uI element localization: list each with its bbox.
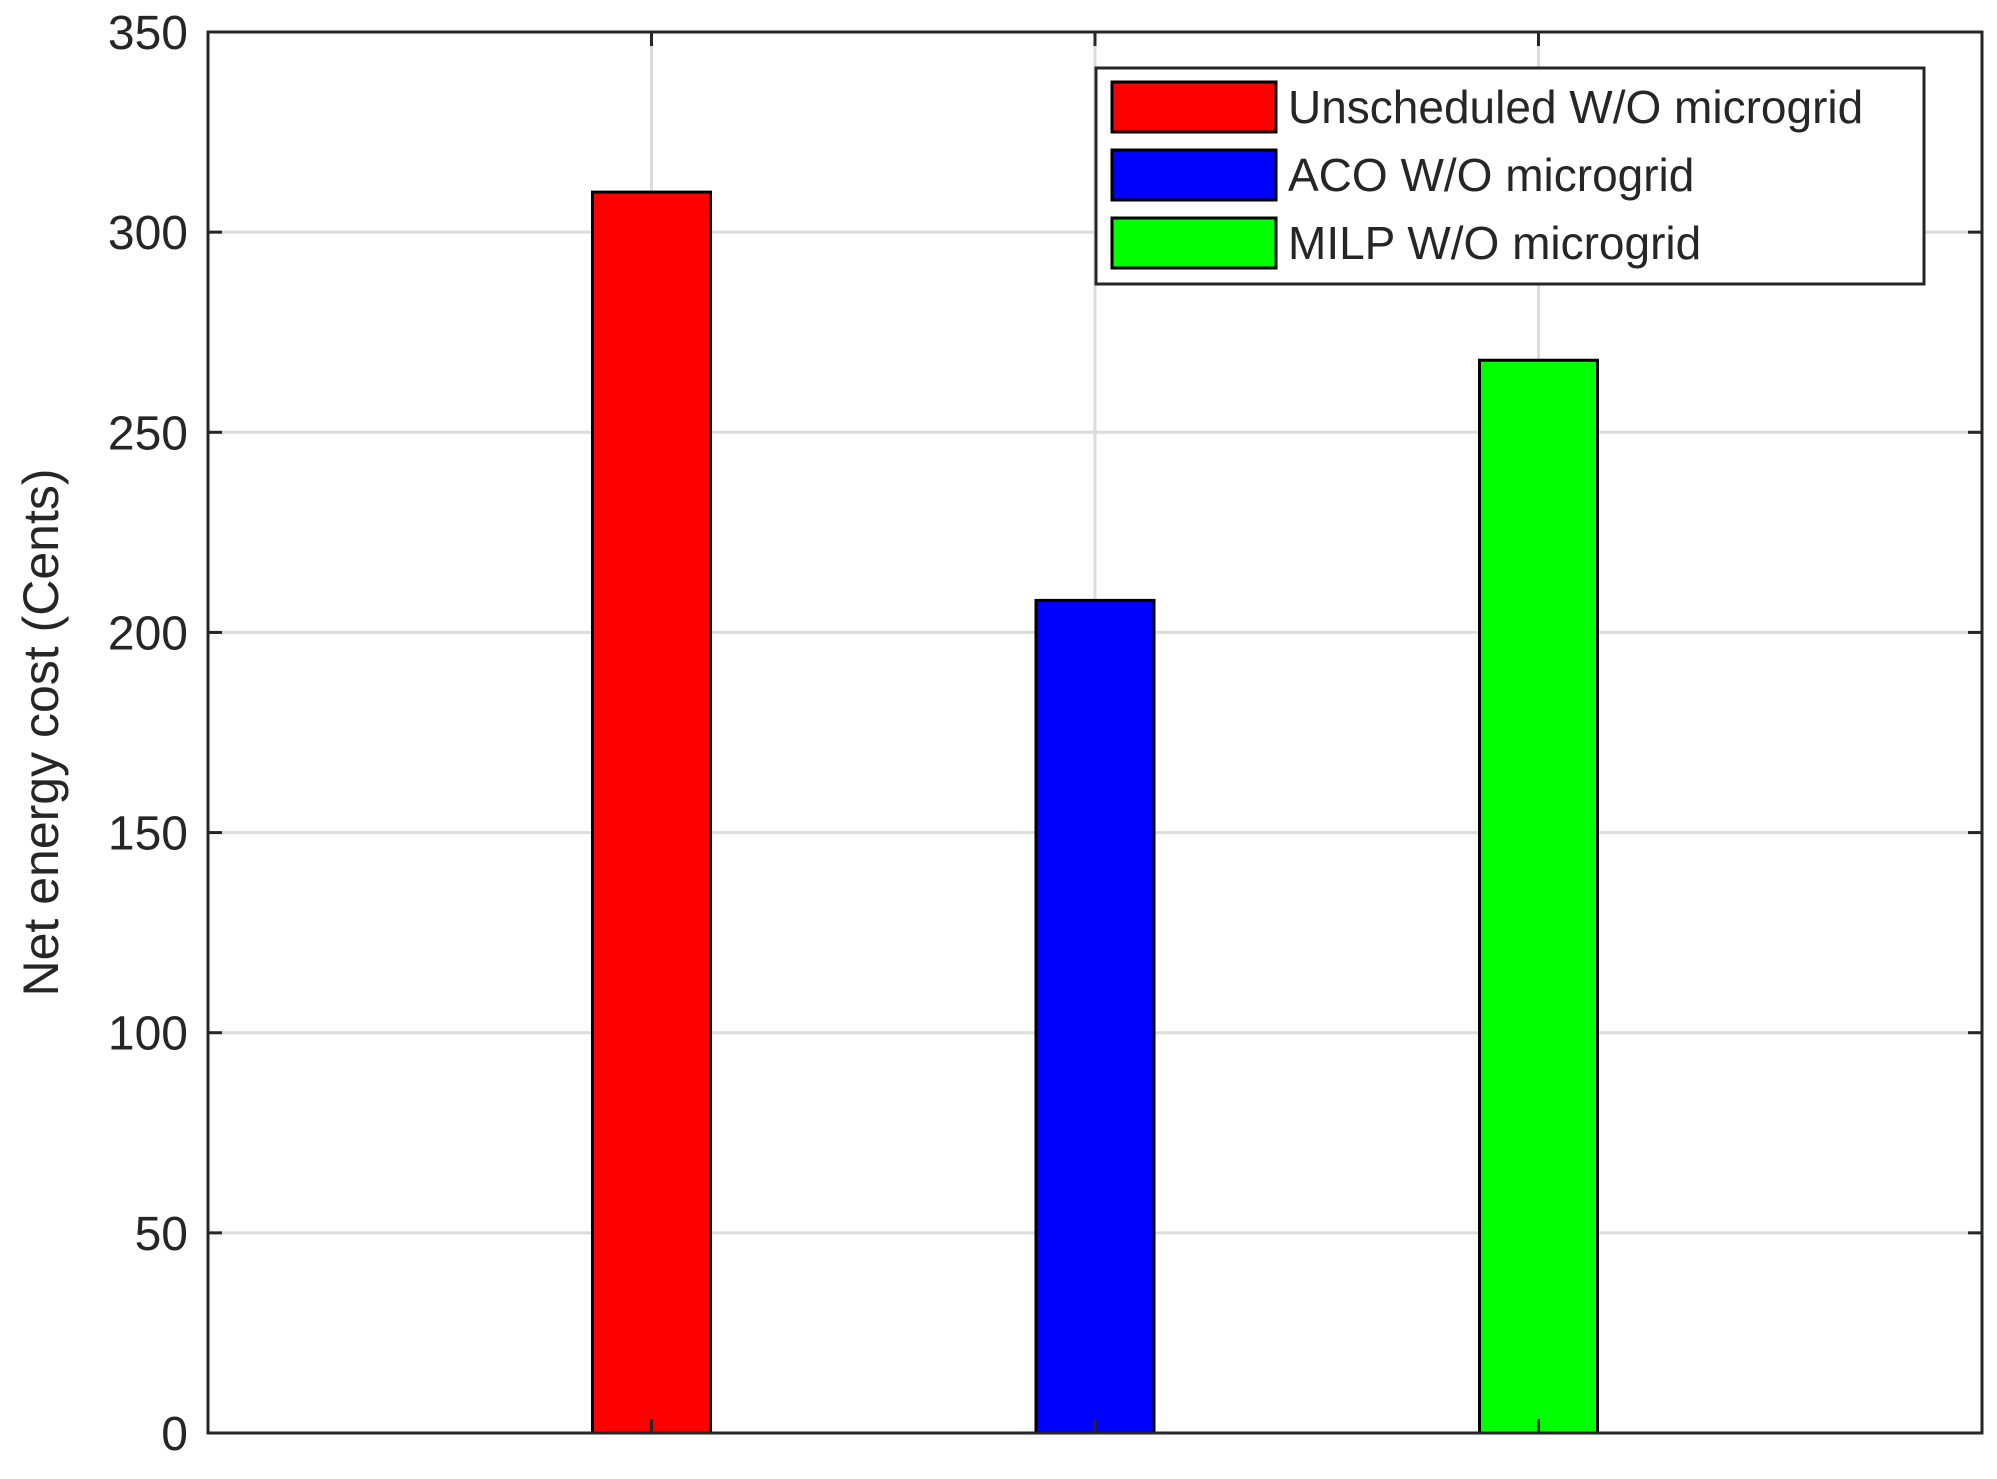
legend: Unscheduled W/O microgrid ACO W/O microgr… [1094, 66, 1926, 286]
y-tick-labels: 0 50 100 150 200 250 300 350 [108, 7, 188, 1461]
y-tick-label: 50 [135, 1208, 188, 1261]
y-tick-label: 200 [108, 607, 188, 660]
y-tick-label: 0 [161, 1408, 188, 1461]
axes [206, 30, 1984, 1435]
bar-1 [591, 190, 712, 1435]
legend-entry-label: Unscheduled W/O microgrid [1288, 81, 1863, 133]
y-tick-label: 250 [108, 407, 188, 460]
legend-entry-label: ACO W/O microgrid [1288, 149, 1694, 201]
legend-swatch [1110, 80, 1278, 134]
bars [591, 190, 1599, 1435]
y-axis-label: Net energy cost (Cents) [13, 469, 69, 997]
y-tick-label: 300 [108, 207, 188, 260]
y-tick-label: 100 [108, 1008, 188, 1061]
bar-2 [1034, 598, 1156, 1435]
legend-swatch [1110, 216, 1278, 270]
y-tick-label: 150 [108, 808, 188, 861]
legend-swatch [1110, 148, 1278, 202]
legend-entry-label: MILP W/O microgrid [1288, 217, 1701, 269]
bar-3 [1478, 358, 1599, 1435]
y-tick-label: 350 [108, 7, 188, 60]
